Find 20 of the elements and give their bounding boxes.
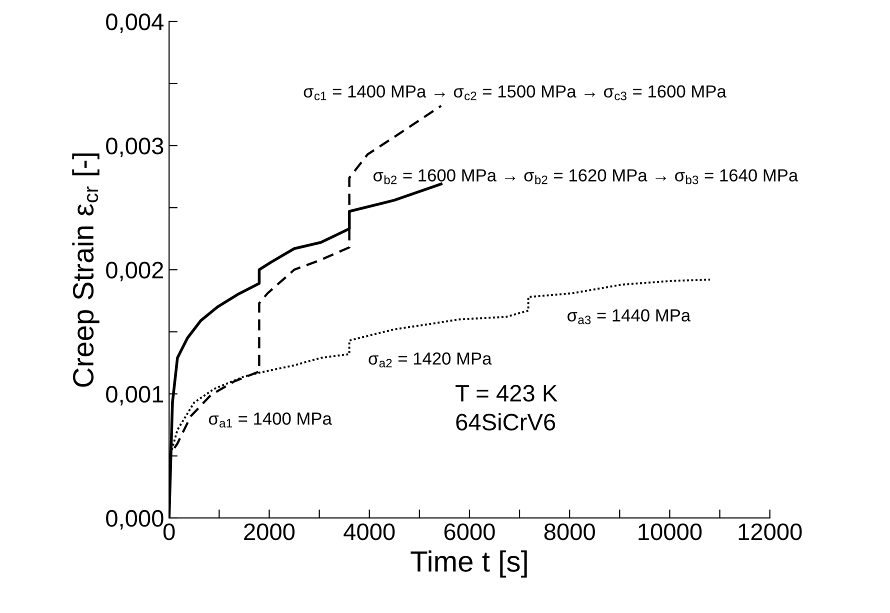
annotation: T = 423 K 64SiCrV6: [456, 384, 558, 431]
y-tick-label: 0,002: [106, 262, 164, 282]
annotation: σ$_{a3}$ = 1440 MPa: [568, 309, 691, 324]
x-tick-label: 6000: [444, 523, 495, 540]
x-tick-label: 8000: [544, 523, 595, 540]
x-tick-label: 2000: [244, 523, 295, 540]
x-tick-label: 12000: [738, 523, 802, 540]
annotation: σ$_{c1}$ = 1400 MPa → σ$_{c2}$ = 1500 MPa → σ$_{c3}$ = 1600 MPa: [304, 85, 726, 100]
x-tick-label: 4000: [344, 523, 395, 540]
y-axis-title: Creep Strain ε$_{cr}$ [-]: [72, 153, 100, 387]
x-axis-title: Time t [s]: [410, 550, 527, 578]
annotation: σ$_{a2}$ = 1420 MPa: [368, 352, 492, 368]
annotation: σ$_{a1}$ = 1400 MPa: [208, 412, 332, 428]
y-tick-label: 0,001: [106, 386, 164, 406]
y-tick-label: 0,000: [106, 510, 164, 530]
x-tick-label: 10000: [638, 523, 702, 540]
annotation: σ$_{b2}$ = 1600 MPa → σ$_{b2}$ = 1620 MPa → σ$_{b3}$ = 1640 MPa: [373, 169, 798, 184]
y-tick-label: 0,003: [106, 138, 164, 158]
y-tick-label: 0,004: [106, 14, 164, 34]
x-tick-label: 0: [163, 523, 175, 540]
